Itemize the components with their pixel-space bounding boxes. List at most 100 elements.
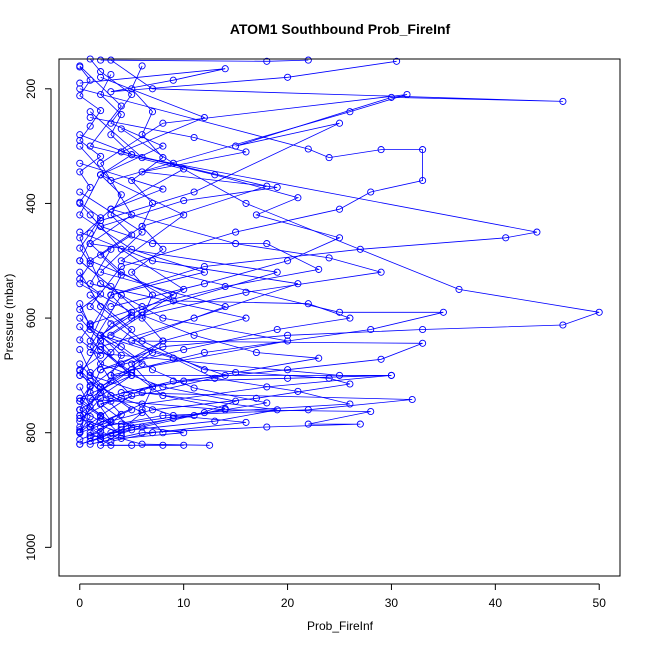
data-point xyxy=(232,368,240,377)
data-point xyxy=(138,303,146,311)
data-point xyxy=(211,171,219,179)
data-point xyxy=(148,348,157,357)
data-point xyxy=(107,176,115,185)
series-line-23 xyxy=(79,60,397,93)
data-point xyxy=(242,314,250,322)
data-point xyxy=(138,440,146,448)
data-point xyxy=(86,183,94,191)
data-point xyxy=(76,228,84,236)
data-point xyxy=(148,366,157,374)
data-point xyxy=(97,268,105,276)
data-point xyxy=(284,337,292,345)
data-point xyxy=(128,406,136,414)
data-point xyxy=(148,383,157,391)
data-point xyxy=(76,257,84,265)
data-point xyxy=(232,240,240,248)
data-point xyxy=(86,420,94,428)
data-point xyxy=(232,228,240,236)
series-line-35 xyxy=(79,386,112,436)
data-point xyxy=(294,280,302,288)
series-line-24 xyxy=(90,117,278,227)
data-point xyxy=(169,411,177,420)
data-point xyxy=(325,254,333,262)
data-point xyxy=(294,194,302,202)
data-point xyxy=(117,271,125,279)
data-point xyxy=(76,244,84,252)
data-point xyxy=(97,400,105,408)
data-point xyxy=(86,240,94,248)
y-tick-label: 800 xyxy=(24,422,38,442)
data-point xyxy=(190,331,198,339)
data-point xyxy=(128,211,136,219)
data-point xyxy=(159,411,167,420)
data-point xyxy=(86,229,94,237)
data-point xyxy=(76,406,84,414)
data-point xyxy=(76,394,84,402)
data-point xyxy=(148,291,157,299)
data-point xyxy=(559,97,567,105)
data-point xyxy=(419,339,427,347)
data-point xyxy=(97,68,105,76)
series-line-11 xyxy=(89,214,413,428)
data-point xyxy=(117,360,125,368)
data-point xyxy=(86,440,94,448)
data-point xyxy=(200,348,208,357)
data-point xyxy=(346,400,354,408)
x-tick-label: 20 xyxy=(281,596,295,610)
data-point xyxy=(117,423,125,431)
data-point xyxy=(169,297,177,305)
data-point xyxy=(97,222,105,230)
data-point xyxy=(117,389,125,397)
data-point xyxy=(76,268,84,276)
data-point xyxy=(304,145,312,153)
data-point xyxy=(169,414,177,422)
data-point xyxy=(117,262,125,271)
x-tick-label: 0 xyxy=(76,596,83,610)
data-point xyxy=(107,303,115,311)
data-point xyxy=(148,429,157,437)
data-point xyxy=(86,122,94,130)
data-point xyxy=(76,426,84,434)
data-point xyxy=(117,420,125,428)
data-point xyxy=(159,119,167,127)
data-point xyxy=(97,389,105,397)
data-point xyxy=(304,420,312,428)
data-point xyxy=(86,113,94,122)
data-point xyxy=(97,290,105,298)
data-point xyxy=(117,351,125,359)
data-point xyxy=(138,337,146,345)
series-line-9 xyxy=(90,174,444,428)
data-point xyxy=(403,90,411,99)
data-point xyxy=(76,371,84,379)
data-point xyxy=(86,371,94,379)
data-point xyxy=(346,380,354,388)
data-point xyxy=(117,434,125,442)
data-point xyxy=(221,303,229,311)
data-point xyxy=(117,268,125,276)
data-point xyxy=(159,383,167,391)
data-point xyxy=(76,198,84,206)
data-point xyxy=(408,395,416,404)
chart-title: ATOM1 Southbound Prob_FireInf xyxy=(230,21,451,37)
data-point xyxy=(138,311,146,319)
data-point xyxy=(97,394,105,402)
data-point xyxy=(128,308,136,316)
series-line-5 xyxy=(79,88,423,388)
series-line-16 xyxy=(79,317,278,438)
data-point xyxy=(419,176,427,185)
data-point xyxy=(117,191,125,199)
data-point xyxy=(86,423,94,431)
data-point xyxy=(107,437,115,445)
data-point xyxy=(117,102,125,110)
data-point xyxy=(335,119,344,127)
data-point xyxy=(439,308,447,316)
data-point xyxy=(107,205,115,213)
data-point xyxy=(97,411,105,420)
data-point xyxy=(86,429,94,437)
data-point xyxy=(315,265,323,273)
x-tick-label: 40 xyxy=(489,596,503,610)
data-point xyxy=(107,371,115,379)
data-point xyxy=(159,314,167,322)
data-point xyxy=(107,119,115,127)
data-point xyxy=(138,154,146,162)
